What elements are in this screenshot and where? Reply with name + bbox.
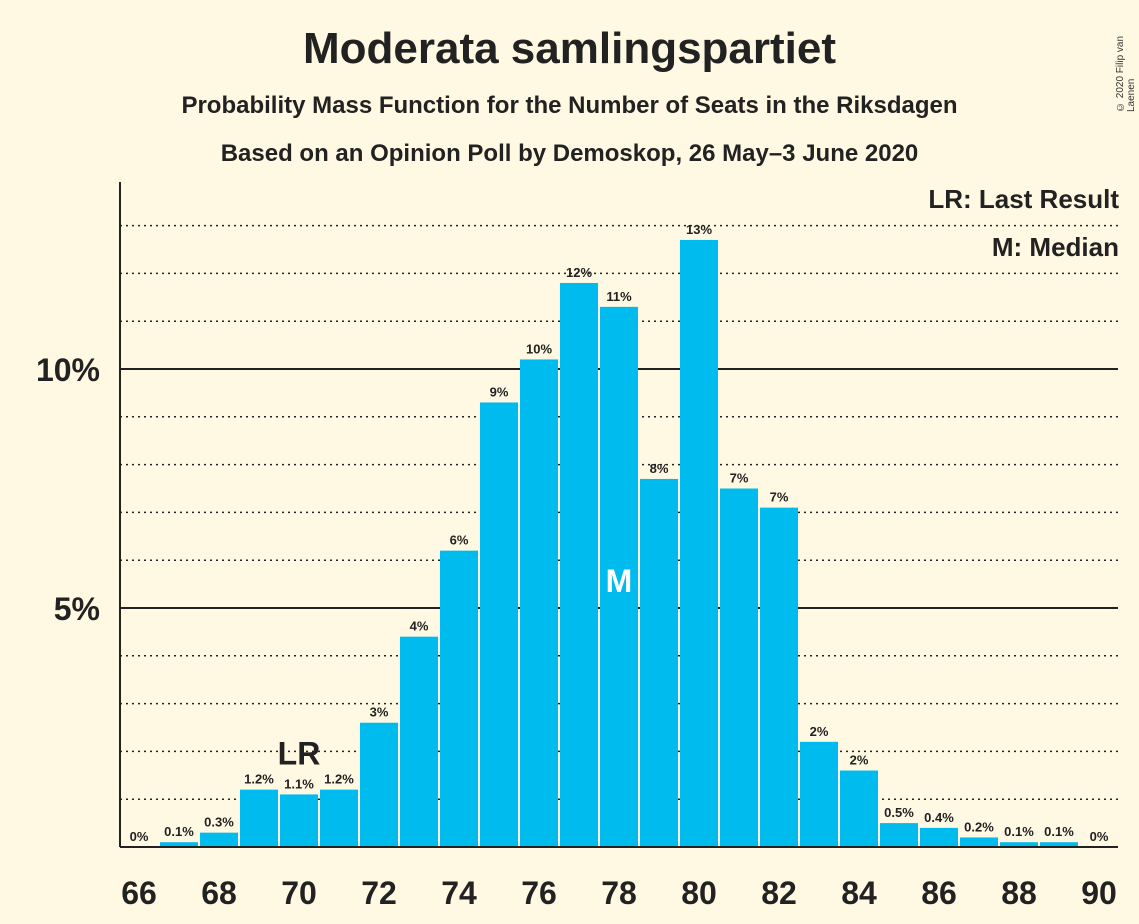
bar-label-82: 7% xyxy=(770,490,789,505)
chart-title: Moderata samlingspartiet xyxy=(302,24,837,73)
bar-label-80: 13% xyxy=(686,222,712,237)
bar-71 xyxy=(320,789,358,847)
bar-label-87: 0.2% xyxy=(964,819,994,834)
bar-label-73: 4% xyxy=(410,619,429,634)
bar-75 xyxy=(480,402,518,847)
bar-69 xyxy=(240,789,278,847)
bar-label-83: 2% xyxy=(810,724,829,739)
bar-label-79: 8% xyxy=(650,461,669,476)
x-tick-label: 86 xyxy=(921,875,957,911)
bar-67 xyxy=(160,842,198,847)
bar-81 xyxy=(720,488,758,847)
median-marker: M xyxy=(606,563,633,599)
legend-last-result: LR: Last Result xyxy=(928,184,1119,214)
bar-70 xyxy=(280,794,318,847)
bar-80 xyxy=(680,239,718,847)
bar-label-68: 0.3% xyxy=(204,815,234,830)
bar-77 xyxy=(560,282,598,848)
bar-label-78: 11% xyxy=(606,289,632,304)
x-tick-label: 88 xyxy=(1001,875,1037,911)
bar-label-74: 6% xyxy=(450,533,469,548)
bar-label-76: 10% xyxy=(526,341,552,356)
x-tick-label: 80 xyxy=(681,875,717,911)
x-tick-label: 84 xyxy=(841,875,877,911)
last-result-marker: LR xyxy=(278,735,321,771)
bar-68 xyxy=(200,832,238,847)
bar-label-85: 0.5% xyxy=(884,805,914,820)
x-tick-label: 74 xyxy=(441,875,477,911)
bar-label-81: 7% xyxy=(730,471,749,486)
bar-85 xyxy=(880,823,918,847)
legend-median: M: Median xyxy=(991,232,1119,262)
x-tick-label: 70 xyxy=(281,875,317,911)
bar-73 xyxy=(400,636,438,847)
bar-89 xyxy=(1040,842,1078,847)
y-tick-label: 5% xyxy=(54,591,100,627)
bar-84 xyxy=(840,770,878,847)
x-tick-label: 68 xyxy=(201,875,237,911)
bar-82 xyxy=(760,507,798,847)
y-tick-label: 10% xyxy=(36,352,100,388)
bar-label-72: 3% xyxy=(370,705,389,720)
bar-label-70: 1.1% xyxy=(284,776,314,791)
bar-76 xyxy=(520,359,558,847)
chart-source-subtitle: Based on an Opinion Poll by Demoskop, 26… xyxy=(220,140,919,167)
chart-subtitle: Probability Mass Function for the Number… xyxy=(181,92,958,119)
bar-72 xyxy=(360,722,398,847)
bar-label-66: 0% xyxy=(130,829,149,844)
bar-label-88: 0.1% xyxy=(1004,824,1034,839)
x-tick-label: 66 xyxy=(121,875,157,911)
bar-label-67: 0.1% xyxy=(164,824,194,839)
x-tick-label: 82 xyxy=(761,875,797,911)
bar-83 xyxy=(800,741,838,847)
bar-label-89: 0.1% xyxy=(1044,824,1074,839)
bar-label-69: 1.2% xyxy=(244,772,274,787)
x-tick-label: 90 xyxy=(1081,875,1117,911)
x-tick-label: 76 xyxy=(521,875,557,911)
bar-label-86: 0.4% xyxy=(924,810,954,825)
x-tick-label: 72 xyxy=(361,875,397,911)
bar-74 xyxy=(440,550,478,847)
bar-label-77: 12% xyxy=(566,265,592,280)
bar-88 xyxy=(1000,842,1038,847)
bar-78 xyxy=(600,306,638,847)
bar-label-71: 1.2% xyxy=(324,772,354,787)
x-tick-label: 78 xyxy=(601,875,637,911)
bar-86 xyxy=(920,827,958,847)
bar-label-75: 9% xyxy=(490,384,509,399)
bar-label-84: 2% xyxy=(850,753,869,768)
bar-87 xyxy=(960,837,998,847)
bar-79 xyxy=(640,478,678,847)
bar-label-90: 0% xyxy=(1090,829,1109,844)
